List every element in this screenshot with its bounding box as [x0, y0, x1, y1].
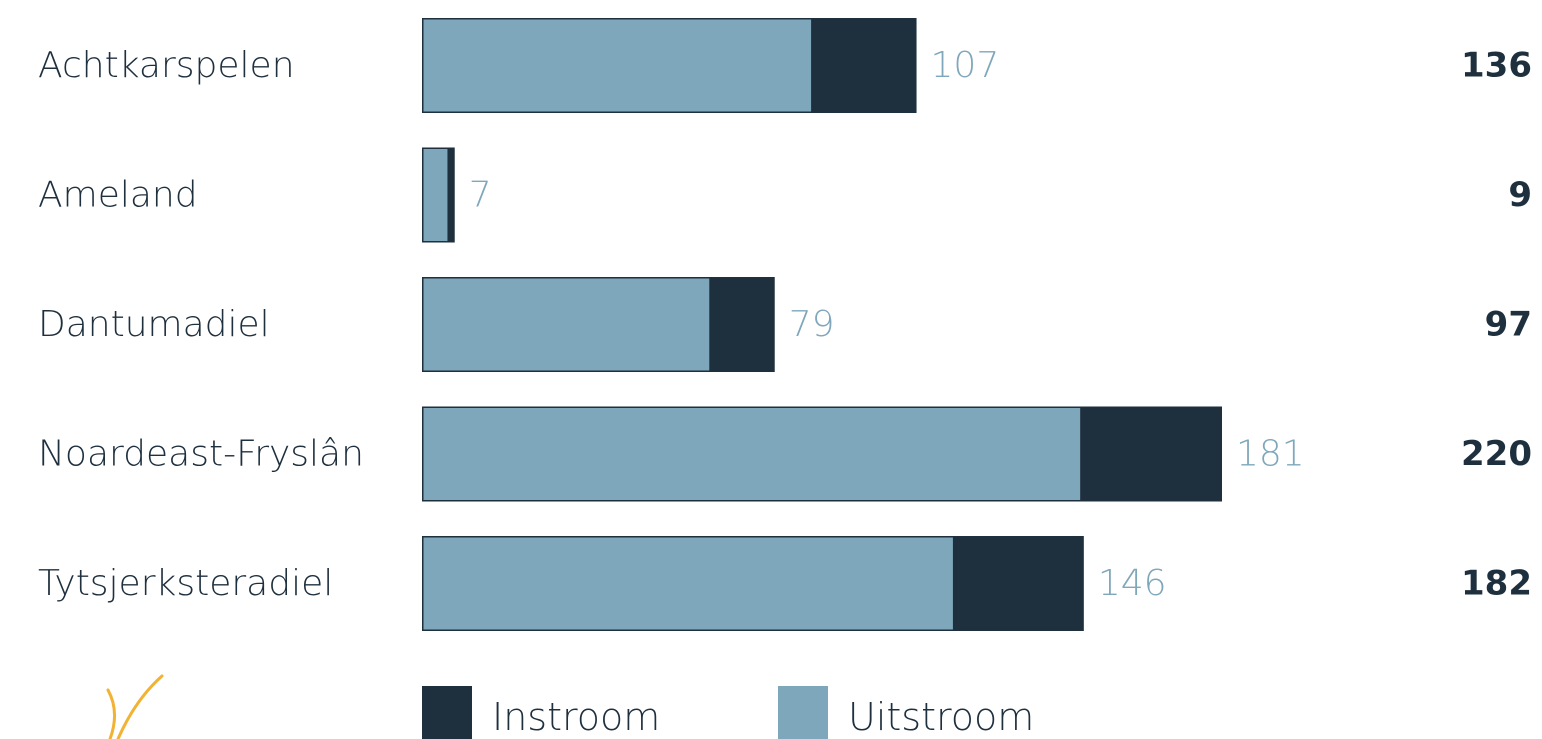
legend-swatch-instroom [422, 686, 472, 739]
instroom-total-label: 182 [1461, 564, 1532, 604]
uitstroom-value-label: 79 [789, 304, 835, 345]
uitstroom-value-label: 146 [1098, 563, 1167, 604]
uitstroom-value-label: 7 [469, 175, 492, 216]
uitstroom-bar [423, 149, 448, 241]
category-label: Noardeast-Fryslân [38, 434, 364, 475]
instroom-total-label: 9 [1508, 175, 1532, 215]
instroom-total-label: 136 [1461, 46, 1532, 86]
decorative-pen-mark [106, 674, 164, 739]
uitstroom-bar [423, 19, 812, 112]
category-label: Tytsjerksteradiel [38, 563, 333, 604]
legend-label-uitstroom: Uitstroom [848, 695, 1034, 739]
uitstroom-value-label: 181 [1236, 434, 1305, 475]
category-label: Ameland [38, 175, 198, 216]
uitstroom-bar [423, 278, 710, 371]
legend-swatch-uitstroom [778, 686, 828, 739]
legend-label-instroom: Instroom [492, 695, 660, 739]
uitstroom-bar [423, 537, 953, 630]
category-label: Achtkarspelen [38, 45, 295, 86]
category-label: Dantumadiel [38, 304, 270, 345]
uitstroom-bar [423, 408, 1081, 500]
instroom-total-label: 97 [1485, 305, 1532, 345]
instroom-total-label: 220 [1461, 434, 1532, 474]
uitstroom-value-label: 107 [931, 45, 1000, 86]
